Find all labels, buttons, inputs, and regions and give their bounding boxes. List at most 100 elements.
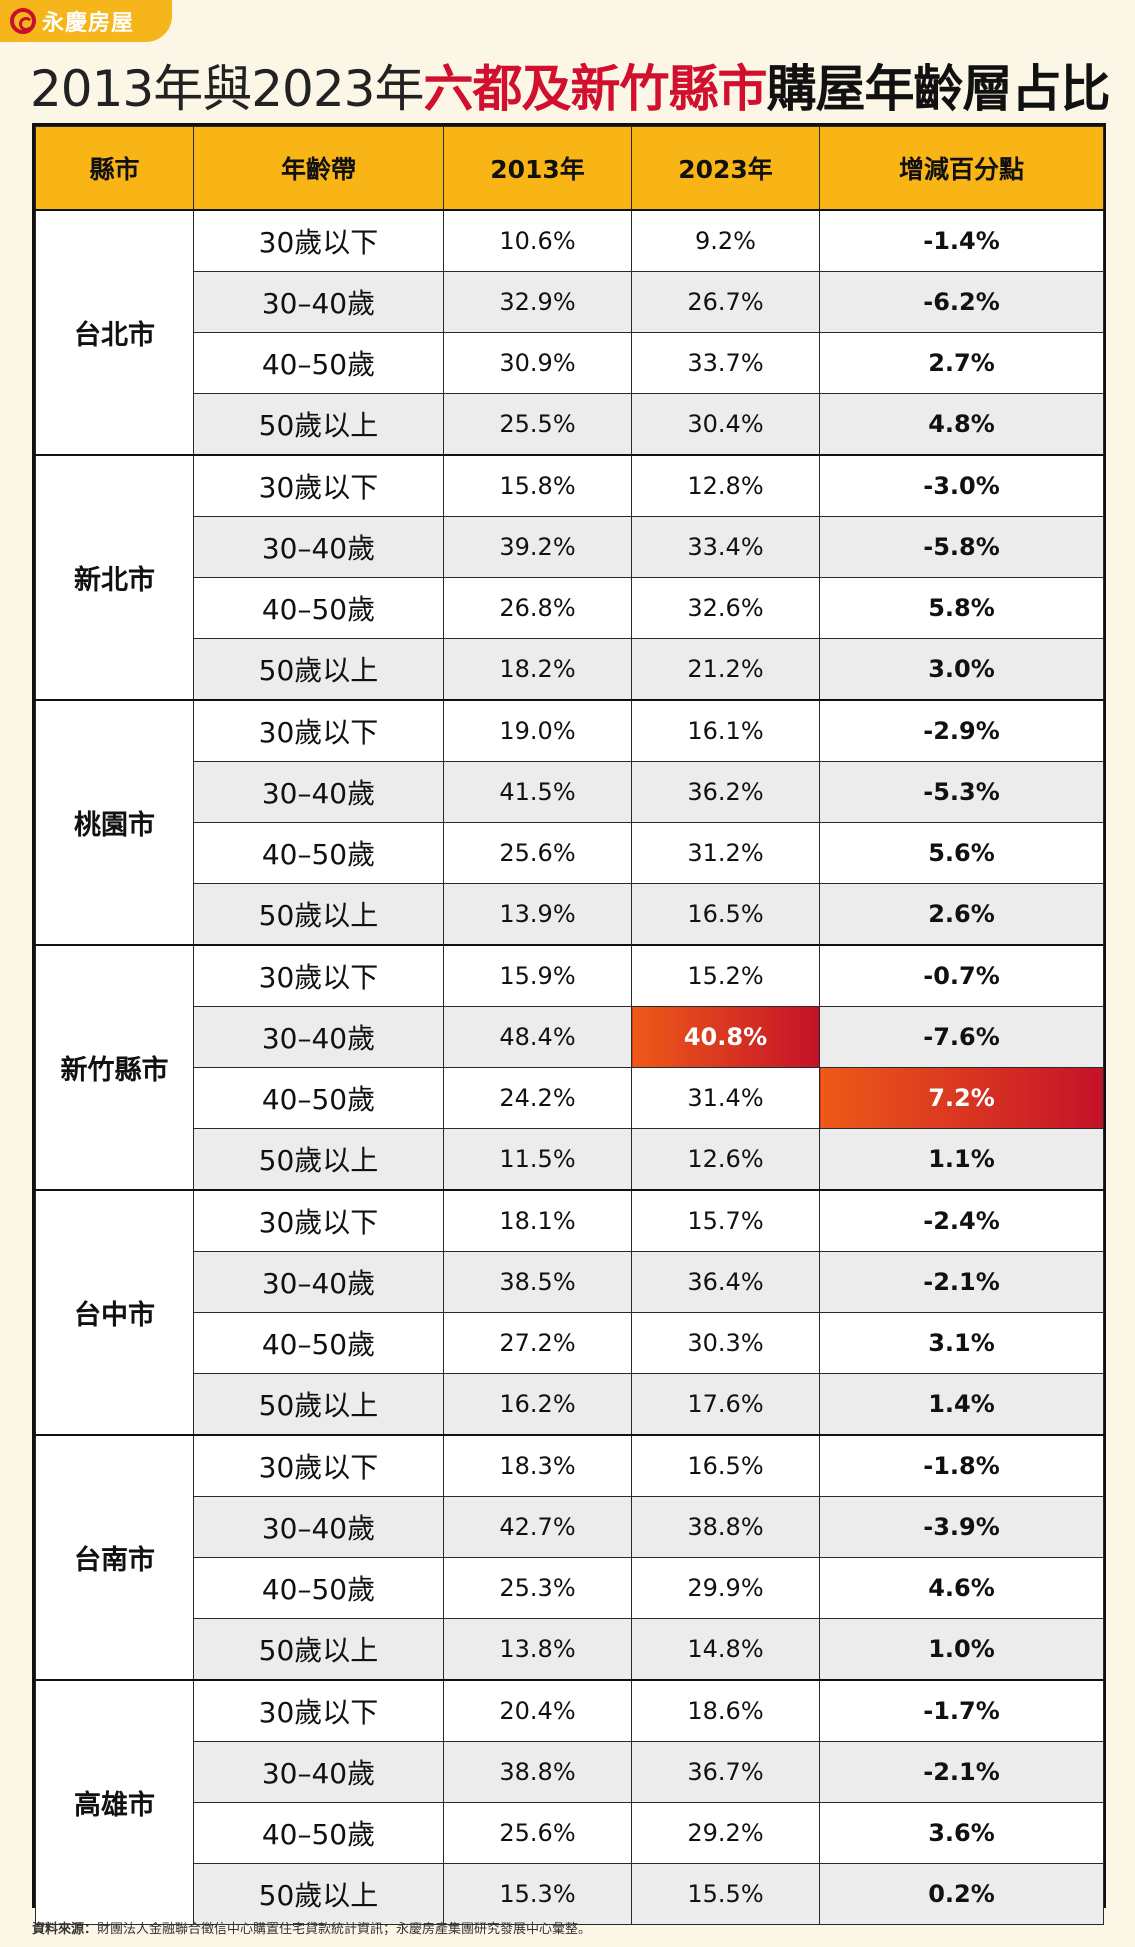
age-share-table: 縣市 年齡帶 2013年 2023年 增減百分點 台北市 30歲以下 10.6% 9.… [35,126,1104,1925]
value-2023-cell: 21.2% [631,638,820,701]
value-2023-cell: 33.4% [631,516,820,578]
change-cell: 1.4% [819,1373,1104,1436]
value-2013-cell: 18.1% [443,1189,632,1252]
value-2023-cell: 30.3% [631,1312,820,1374]
table-row: 新北市 30歲以下 15.8% 12.8% -3.0% [35,454,1104,701]
value-2013-cell: 42.7% [443,1496,632,1558]
value-2023-cell: 36.4% [631,1251,820,1313]
value-2013-cell: 10.6% [443,209,632,272]
source-note: 資料來源：財團法人金融聯合徵信中心購置住宅貸款統計資訊；永慶房產集團研究發展中心… [32,1918,591,1937]
value-2013-cell: 24.2% [443,1067,632,1129]
change-cell: 3.1% [819,1312,1104,1374]
value-2023-cell: 16.1% [631,699,820,762]
change-cell: 3.6% [819,1802,1104,1864]
change-cell: -7.6% [819,1006,1104,1068]
brand-mark-icon [10,8,36,34]
age-band-cell: 30歲以下 [193,1189,444,1252]
value-2023-cell: 12.8% [631,454,820,517]
value-2023-cell: 31.2% [631,822,820,884]
table-row: 高雄市 30歲以下 20.4% 18.6% -1.7% [35,1679,1104,1925]
age-band-cell: 40–50歲 [193,1312,444,1374]
table-row: 30–40歲 38.8% 36.7% -2.1% [36,1741,1104,1803]
city-cell: 新竹縣市 [35,944,194,1191]
value-2023-cell: 32.6% [631,577,820,639]
age-band-cell: 30–40歲 [193,761,444,823]
table-row: 50歲以上 15.3% 15.5% 0.2% [36,1863,1104,1925]
table-row: 30–40歲 39.2% 33.4% -5.8% [36,516,1104,578]
header-2023: 2023年 [631,126,820,211]
change-cell: -0.7% [819,944,1104,1007]
age-share-table-container: 縣市 年齡帶 2013年 2023年 增減百分點 台北市 30歲以下 10.6% 9.… [32,123,1106,1925]
table-row: 40–50歲 24.2% 31.4% 7.2% [36,1067,1104,1129]
change-cell: 4.6% [819,1557,1104,1619]
value-2013-cell: 25.5% [443,393,632,456]
title-regions: 六都及新竹縣市 [423,60,768,118]
value-2013-cell: 27.2% [443,1312,632,1374]
table-row: 30–40歲 41.5% 36.2% -5.3% [36,761,1104,823]
change-cell: -5.8% [819,516,1104,578]
value-2013-cell: 41.5% [443,761,632,823]
age-band-cell: 40–50歲 [193,1802,444,1864]
age-band-cell: 50歲以上 [193,393,444,456]
brand-logo: 永慶房屋 [0,0,172,42]
value-2023-cell: 38.8% [631,1496,820,1558]
value-2023-cell: 17.6% [631,1373,820,1436]
table-row: 50歲以上 13.8% 14.8% 1.0% [36,1618,1104,1681]
change-cell: 1.1% [819,1128,1104,1191]
change-cell: -2.1% [819,1741,1104,1803]
value-2023-cell: 40.8% [631,1006,820,1068]
value-2013-cell: 20.4% [443,1679,632,1742]
page-title: 2013年與2023年 六都及新竹縣市 購屋年齡層占比 [30,52,1111,118]
value-2023-cell: 30.4% [631,393,820,456]
table-row: 桃園市 30歲以下 19.0% 16.1% -2.9% [35,699,1104,946]
header-2013: 2013年 [443,126,632,211]
age-band-cell: 50歲以上 [193,1618,444,1681]
change-cell: 3.0% [819,638,1104,701]
change-cell: -1.4% [819,209,1104,272]
table-row: 40–50歲 26.8% 32.6% 5.8% [36,577,1104,639]
city-cell: 台中市 [35,1189,194,1436]
age-band-cell: 30–40歲 [193,271,444,333]
value-2013-cell: 13.8% [443,1618,632,1681]
age-band-cell: 50歲以上 [193,638,444,701]
change-cell: -1.7% [819,1679,1104,1742]
age-band-cell: 30歲以下 [193,454,444,517]
value-2023-cell: 14.8% [631,1618,820,1681]
table-row: 40–50歲 25.3% 29.9% 4.6% [36,1557,1104,1619]
value-2013-cell: 38.8% [443,1741,632,1803]
age-band-cell: 30–40歲 [193,1741,444,1803]
value-2023-cell: 15.5% [631,1863,820,1925]
change-cell: -2.9% [819,699,1104,762]
value-2013-cell: 18.2% [443,638,632,701]
change-cell: 4.8% [819,393,1104,456]
table-body: 台北市 30歲以下 10.6% 9.2% -1.4% 30–40歲 32.9% 26.7% -6… [35,209,1104,1925]
table-row: 40–50歲 25.6% 29.2% 3.6% [36,1802,1104,1864]
value-2013-cell: 48.4% [443,1006,632,1068]
age-band-cell: 30–40歲 [193,1496,444,1558]
age-band-cell: 50歲以上 [193,883,444,946]
value-2013-cell: 18.3% [443,1434,632,1497]
city-cell: 桃園市 [35,699,194,946]
value-2023-cell: 29.2% [631,1802,820,1864]
city-cell: 高雄市 [35,1679,194,1925]
table-row: 50歲以上 18.2% 21.2% 3.0% [36,638,1104,701]
value-2023-cell: 31.4% [631,1067,820,1129]
table-row: 50歲以上 13.9% 16.5% 2.6% [36,883,1104,946]
value-2023-cell: 16.5% [631,1434,820,1497]
change-cell: -3.9% [819,1496,1104,1558]
change-cell: -3.0% [819,454,1104,517]
change-cell: -5.3% [819,761,1104,823]
change-cell: 1.0% [819,1618,1104,1681]
age-band-cell: 30–40歲 [193,516,444,578]
age-band-cell: 40–50歲 [193,1067,444,1129]
value-2013-cell: 15.9% [443,944,632,1007]
table-row: 50歲以上 16.2% 17.6% 1.4% [36,1373,1104,1436]
source-label: 資料來源： [32,1922,98,1937]
change-cell: -6.2% [819,271,1104,333]
table-row: 30–40歲 38.5% 36.4% -2.1% [36,1251,1104,1313]
age-band-cell: 50歲以上 [193,1128,444,1191]
change-cell: 5.8% [819,577,1104,639]
value-2023-cell: 12.6% [631,1128,820,1191]
value-2023-cell: 33.7% [631,332,820,394]
age-band-cell: 40–50歲 [193,822,444,884]
